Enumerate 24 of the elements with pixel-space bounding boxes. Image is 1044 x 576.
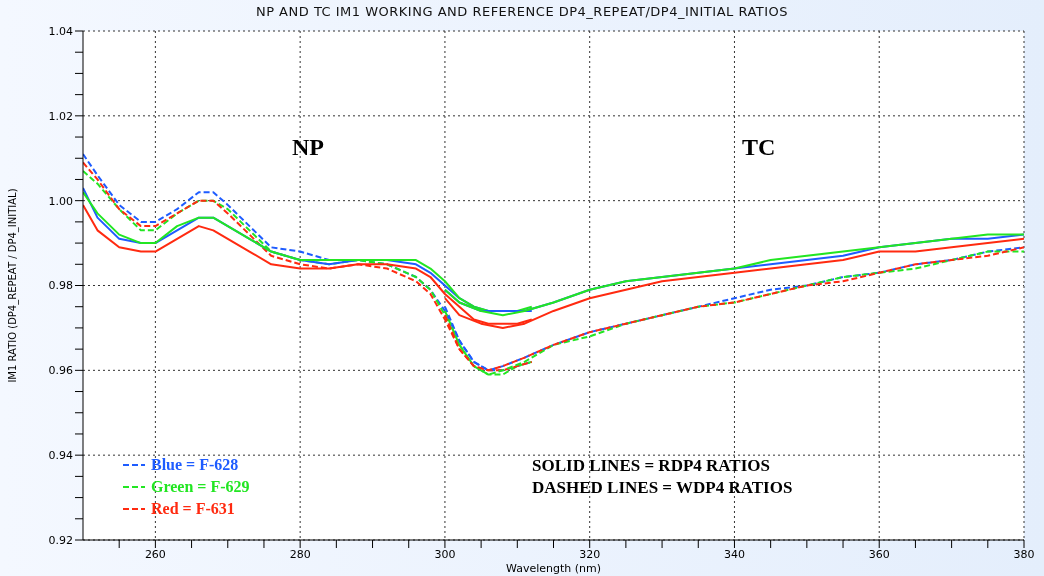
annotation: SOLID LINES = RDP4 RATIOS: [532, 456, 770, 476]
y-tick-label: 0.98: [48, 279, 73, 293]
annotation: DASHED LINES = WDP4 RATIOS: [532, 478, 793, 498]
legend-label: Green = F-629: [151, 478, 250, 496]
y-tick-label: 1.02: [48, 109, 73, 123]
annotation: NP: [292, 134, 324, 161]
x-tick-label: 300: [434, 547, 456, 561]
legend-label: Red = F-631: [151, 500, 235, 518]
y-tick-label: 1.04: [48, 24, 73, 38]
x-tick-label: 280: [289, 547, 311, 561]
x-tick-label: 340: [723, 547, 745, 561]
y-tick-label: 0.96: [48, 364, 73, 378]
legend-label: Blue = F-628: [151, 456, 239, 474]
chart-title: NP AND TC IM1 WORKING AND REFERENCE DP4_REPEAT/DP4_INITIAL RATIOS: [254, 4, 790, 19]
x-tick-label: 320: [579, 547, 601, 561]
y-tick-label: 0.94: [48, 449, 73, 463]
y-tick-label: 0.92: [48, 533, 73, 547]
y-axis-title: IM1 RATIO (DP4_REPEAT / DP4_INITIAL): [6, 188, 19, 383]
x-tick-label: 380: [1013, 547, 1035, 561]
x-tick-label: 360: [868, 547, 890, 561]
annotation: TC: [742, 134, 776, 161]
x-tick-label: 260: [144, 547, 166, 561]
x-axis-title: Wavelength (nm): [505, 561, 602, 575]
y-tick-label: 1.00: [48, 194, 73, 208]
